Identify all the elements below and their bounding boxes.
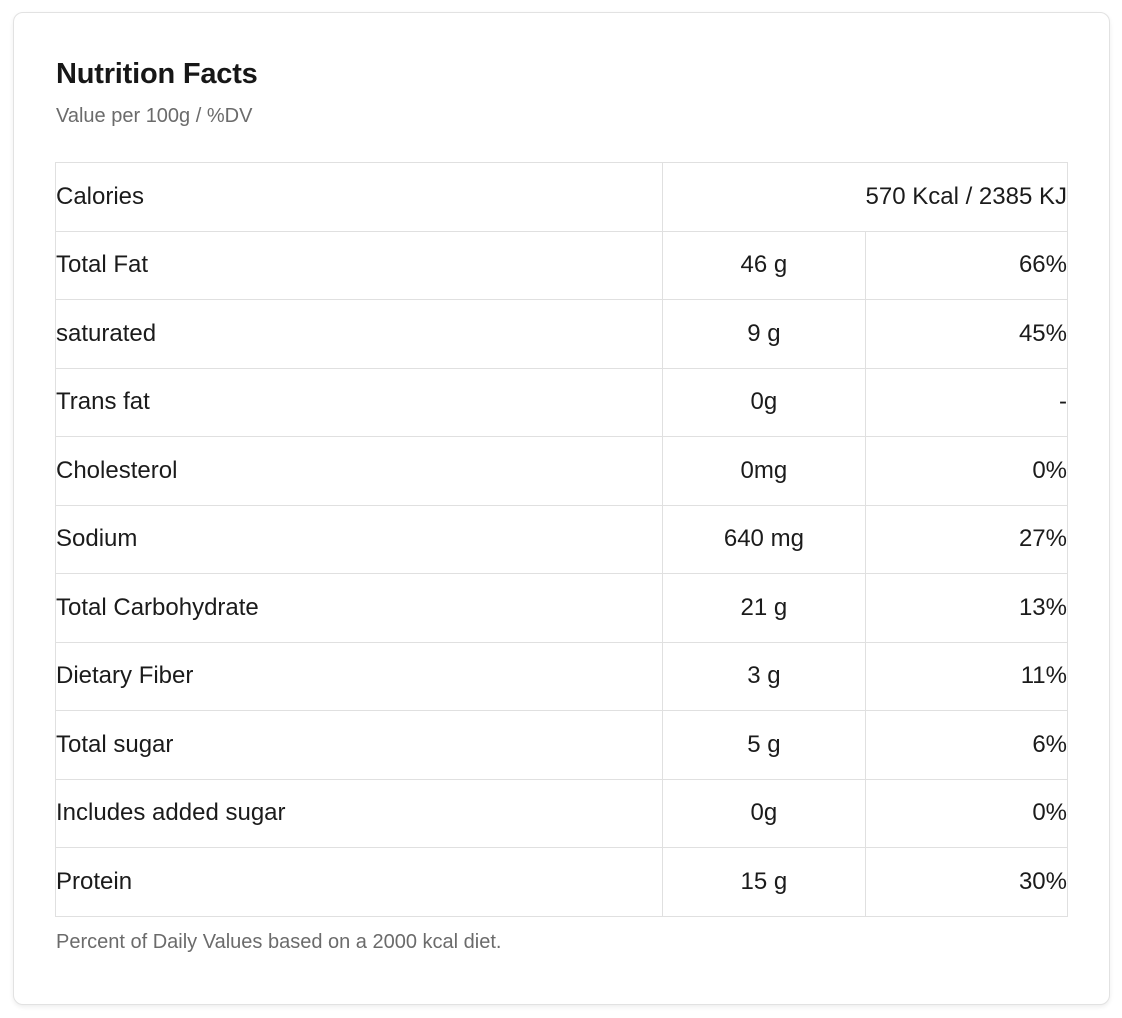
table-row: Total sugar 5 g 6% xyxy=(54,710,1069,780)
nutrient-label: Trans fat xyxy=(54,367,664,437)
subtitle: Value per 100g / %DV xyxy=(56,105,253,127)
table-row: saturated 9 g 45% xyxy=(54,299,1069,369)
nutrient-label: Dietary Fiber xyxy=(54,641,664,711)
nutrient-amount: 5 g xyxy=(662,710,866,780)
nutrient-amount: 0g xyxy=(662,367,866,437)
nutrient-amount: 21 g xyxy=(662,573,866,643)
nutrient-amount: 3 g xyxy=(662,641,866,711)
nutrient-dv: 11% xyxy=(864,641,1069,711)
nutrient-dv: 0% xyxy=(864,436,1069,506)
nutrient-label: Total sugar xyxy=(54,710,664,780)
nutrient-dv: 13% xyxy=(864,573,1069,643)
nutrient-dv: 27% xyxy=(864,504,1069,574)
nutrition-table: Calories 570 Kcal / 2385 KJ Total Fat 46… xyxy=(54,162,1069,917)
nutrient-dv: 30% xyxy=(864,847,1069,917)
table-row: Dietary Fiber 3 g 11% xyxy=(54,641,1069,711)
table-row: Protein 15 g 30% xyxy=(54,847,1069,917)
table-row: Sodium 640 mg 27% xyxy=(54,504,1069,574)
footnote: Percent of Daily Values based on a 2000 … xyxy=(56,930,502,953)
table-row: Trans fat 0g - xyxy=(54,367,1069,437)
nutrient-label: Cholesterol xyxy=(54,436,664,506)
calories-row: Calories 570 Kcal / 2385 KJ xyxy=(54,162,1068,232)
nutrient-label: saturated xyxy=(54,299,664,369)
nutrient-amount: 0mg xyxy=(662,436,866,506)
nutrient-amount: 0g xyxy=(662,778,866,848)
nutrient-label: Protein xyxy=(54,847,664,917)
nutrient-label: Total Fat xyxy=(54,230,664,300)
nutrient-amount: 46 g xyxy=(662,230,866,300)
nutrient-dv: 45% xyxy=(864,299,1069,369)
table-row: Total Fat 46 g 66% xyxy=(54,230,1069,300)
page-title: Nutrition Facts xyxy=(56,58,258,90)
nutrient-dv: 66% xyxy=(864,230,1069,300)
nutrient-dv: - xyxy=(864,367,1069,437)
calories-value: 570 Kcal / 2385 KJ xyxy=(662,162,1068,232)
nutrient-dv: 6% xyxy=(864,710,1069,780)
nutrient-dv: 0% xyxy=(864,778,1069,848)
nutrition-card: Nutrition Facts Value per 100g / %DV Cal… xyxy=(13,12,1110,1005)
table-row: Includes added sugar 0g 0% xyxy=(54,778,1069,848)
nutrient-amount: 9 g xyxy=(662,299,866,369)
nutrient-label: Includes added sugar xyxy=(54,778,664,848)
table-row: Cholesterol 0mg 0% xyxy=(54,436,1069,506)
calories-label: Calories xyxy=(54,162,664,232)
nutrient-amount: 15 g xyxy=(662,847,866,917)
nutrient-label: Sodium xyxy=(54,504,664,574)
nutrient-label: Total Carbohydrate xyxy=(54,573,664,643)
table-row: Total Carbohydrate 21 g 13% xyxy=(54,573,1069,643)
nutrient-amount: 640 mg xyxy=(662,504,866,574)
